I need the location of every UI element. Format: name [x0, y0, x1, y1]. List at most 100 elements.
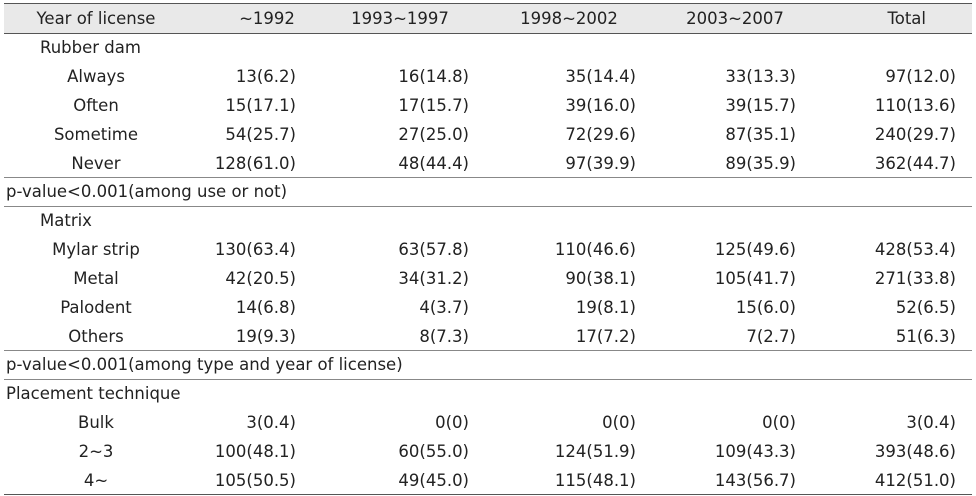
header-col-1993-1997: 1993~1997 — [351, 9, 449, 28]
table-cell: 428(53.4) — [874, 240, 956, 259]
table-cell: 48(44.4) — [398, 154, 469, 173]
table-row: Mylar strip 130(63.4) 63(57.8) 110(46.6)… — [4, 235, 972, 264]
table-cell: 0(0) — [435, 413, 469, 432]
table-cell: 100(48.1) — [214, 442, 296, 461]
table-cell: 63(57.8) — [398, 240, 469, 259]
table-top-rule — [4, 3, 972, 4]
table-cell: 105(41.7) — [714, 269, 796, 288]
table-row: Palodent 14(6.8) 4(3.7) 19(8.1) 15(6.0) … — [4, 293, 972, 322]
table-cell: 128(61.0) — [214, 154, 296, 173]
table-cell: 19(9.3) — [235, 327, 296, 346]
table-cell: 105(50.5) — [214, 471, 296, 490]
table-cell: 97(12.0) — [885, 67, 956, 86]
table-cell: 89(35.9) — [725, 154, 796, 173]
table-cell: 240(29.7) — [874, 125, 956, 144]
section-divider — [4, 379, 972, 380]
table-cell: 3(0.4) — [246, 413, 296, 432]
table-row: Often 15(17.1) 17(15.7) 39(16.0) 39(15.7… — [4, 91, 972, 120]
table-cell: 60(55.0) — [398, 442, 469, 461]
table-cell: 393(48.6) — [874, 442, 956, 461]
table-cell: 412(51.0) — [874, 471, 956, 490]
row-label: Bulk — [78, 413, 114, 432]
p-value-note-row: p-value<0.001(among use or not) — [4, 177, 972, 206]
table-cell: 39(15.7) — [725, 96, 796, 115]
table-cell: 87(35.1) — [725, 125, 796, 144]
table-cell: 3(0.4) — [906, 413, 956, 432]
header-col-total: Total — [887, 9, 926, 28]
table-cell: 39(16.0) — [565, 96, 636, 115]
p-value-note: p-value<0.001(among type and year of lic… — [6, 355, 403, 374]
table-row: Never 128(61.0) 48(44.4) 97(39.9) 89(35.… — [4, 149, 972, 178]
table-cell: 51(6.3) — [895, 327, 956, 346]
table-cell: 17(15.7) — [398, 96, 469, 115]
table-row: 2~3 100(48.1) 60(55.0) 124(51.9) 109(43.… — [4, 437, 972, 466]
table-cell: 90(38.1) — [565, 269, 636, 288]
table-cell: 17(7.2) — [575, 327, 636, 346]
table-cell: 15(6.0) — [735, 298, 796, 317]
table-row: 4~ 105(50.5) 49(45.0) 115(48.1) 143(56.7… — [4, 466, 972, 495]
table-cell: 124(51.9) — [554, 442, 636, 461]
row-label: Often — [73, 96, 119, 115]
section-label: Rubber dam — [40, 38, 141, 57]
table-row: Bulk 3(0.4) 0(0) 0(0) 0(0) 3(0.4) — [4, 408, 972, 437]
table-cell: 42(20.5) — [225, 269, 296, 288]
table-cell: 109(43.3) — [714, 442, 796, 461]
header-col-1998-2002: 1998~2002 — [520, 9, 618, 28]
row-label: Others — [68, 327, 124, 346]
table-cell: 125(49.6) — [714, 240, 796, 259]
section-label-row: Matrix — [4, 206, 972, 235]
section-divider — [4, 177, 972, 178]
table-cell: 4(3.7) — [419, 298, 469, 317]
table-cell: 8(7.3) — [419, 327, 469, 346]
table-row: Metal 42(20.5) 34(31.2) 90(38.1) 105(41.… — [4, 264, 972, 293]
row-label: Mylar strip — [52, 240, 140, 259]
table-cell: 0(0) — [602, 413, 636, 432]
row-label: Never — [71, 154, 121, 173]
table-cell: 34(31.2) — [398, 269, 469, 288]
table-row: Always 13(6.2) 16(14.8) 35(14.4) 33(13.3… — [4, 62, 972, 91]
table-cell: 130(63.4) — [214, 240, 296, 259]
section-divider — [4, 206, 972, 207]
table-cell: 143(56.7) — [714, 471, 796, 490]
table-cell: 15(17.1) — [225, 96, 296, 115]
row-label: Sometime — [53, 125, 139, 144]
table-cell: 110(46.6) — [554, 240, 636, 259]
header-col-2003-2007: 2003~2007 — [686, 9, 784, 28]
table-cell: 97(39.9) — [565, 154, 636, 173]
table-cell: 7(2.7) — [746, 327, 796, 346]
table-cell: 0(0) — [762, 413, 796, 432]
table-cell: 52(6.5) — [895, 298, 956, 317]
table-cell: 49(45.0) — [398, 471, 469, 490]
section-label-row: Rubber dam — [4, 33, 972, 62]
table-cell: 72(29.6) — [565, 125, 636, 144]
table-cell: 35(14.4) — [565, 67, 636, 86]
row-label: Metal — [73, 269, 119, 288]
table-row: Sometime 54(25.7) 27(25.0) 72(29.6) 87(3… — [4, 120, 972, 149]
row-label: Always — [67, 67, 125, 86]
table-cell: 14(6.8) — [235, 298, 296, 317]
table-cell: 16(14.8) — [398, 67, 469, 86]
table-row: Others 19(9.3) 8(7.3) 17(7.2) 7(2.7) 51(… — [4, 322, 972, 351]
table-cell: 27(25.0) — [398, 125, 469, 144]
section-label-row: Placement technique — [4, 379, 972, 408]
row-label: 4~ — [83, 471, 109, 490]
p-value-note-row: p-value<0.001(among type and year of lic… — [4, 350, 972, 379]
section-label: Placement technique — [6, 384, 181, 403]
table-header-row: Year of license ~1992 1993~1997 1998~200… — [4, 4, 972, 33]
table-cell: 110(13.6) — [874, 96, 956, 115]
table-cell: 271(33.8) — [874, 269, 956, 288]
section-divider — [4, 350, 972, 351]
header-year-of-license: Year of license — [36, 9, 156, 28]
section-label: Matrix — [40, 211, 92, 230]
table-cell: 33(13.3) — [725, 67, 796, 86]
table-cell: 115(48.1) — [554, 471, 636, 490]
header-bottom-rule — [4, 33, 972, 34]
table-cell: 54(25.7) — [225, 125, 296, 144]
row-label: 2~3 — [78, 442, 114, 461]
row-label: Palodent — [60, 298, 132, 317]
table-cell: 362(44.7) — [874, 154, 956, 173]
table-cell: 19(8.1) — [575, 298, 636, 317]
p-value-note: p-value<0.001(among use or not) — [6, 182, 288, 201]
table-cell: 13(6.2) — [235, 67, 296, 86]
